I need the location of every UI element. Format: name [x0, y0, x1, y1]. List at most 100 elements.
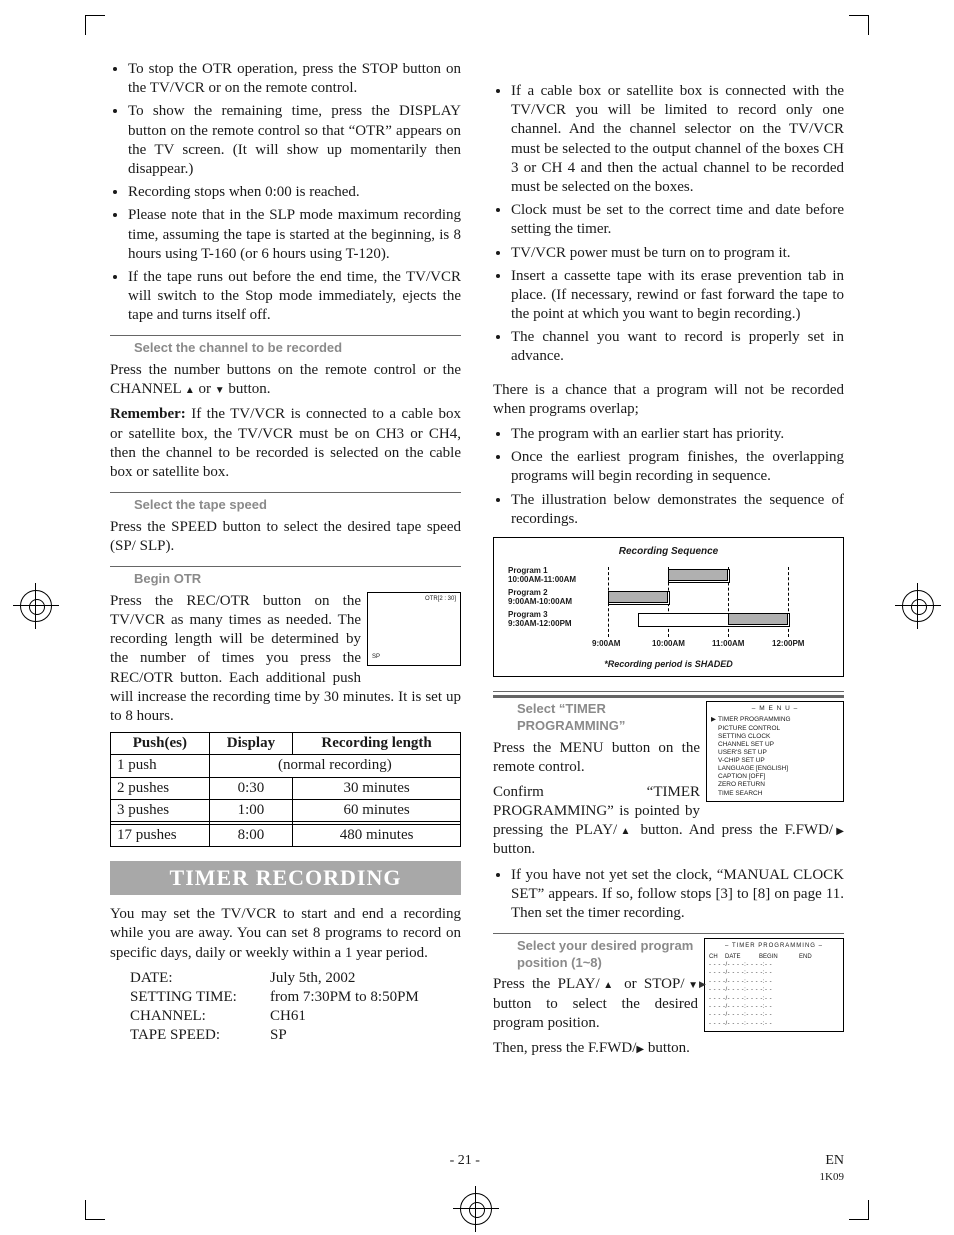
speed-instruction: Press the SPEED button to select the des… — [110, 518, 461, 556]
list-item: The channel you want to record is proper… — [511, 328, 844, 366]
axis-label: 11:00AM — [712, 639, 744, 649]
channel-remember: Remember: If the TV/VCR is connected to … — [110, 405, 461, 482]
registration-mark — [460, 1193, 492, 1225]
list-item: Recording stops when 0:00 is reached. — [128, 183, 461, 202]
timer-row: - - - -/- - - -:- - - -:- - — [709, 1011, 839, 1019]
overlap-intro: There is a chance that a program will no… — [493, 381, 844, 419]
timer-recording-banner: TIMER RECORDING — [110, 861, 461, 895]
timer-col: CH — [709, 953, 725, 961]
list-item: To stop the OTR operation, press the STO… — [128, 60, 461, 98]
prerequisites-list: If a cable box or satellite box is conne… — [493, 82, 844, 367]
right-column: If a cable box or satellite box is conne… — [493, 60, 844, 1064]
menu-item: ▶TIMER PROGRAMMING — [711, 716, 839, 724]
down-icon: ▼ — [685, 980, 699, 991]
timer-col: DATE — [725, 953, 759, 961]
table-header: Recording length — [293, 733, 461, 755]
clock-note-list: If you have not yet set the clock, “MANU… — [493, 866, 844, 924]
section-head-speed: Select the tape speed — [134, 497, 461, 514]
menu-item: CAPTION [OFF] — [711, 773, 839, 781]
timer-row: - - - -/- - - -:- - - -:- - — [709, 961, 839, 969]
list-item: To show the remaining time, press the DI… — [128, 102, 461, 179]
up-icon: ▲ — [600, 980, 617, 991]
timer-col: END — [799, 953, 829, 961]
push-table: Push(es)DisplayRecording length 1 push(n… — [110, 732, 461, 847]
up-icon: ▲ — [185, 385, 195, 396]
timer-intro: You may set the TV/VCR to start and end … — [110, 905, 461, 963]
table-header: Push(es) — [111, 733, 210, 755]
list-item: The program with an earlier start has pr… — [511, 425, 844, 444]
left-column: To stop the OTR operation, press the STO… — [110, 60, 461, 1064]
table-row: 2 pushes0:3030 minutes — [111, 777, 461, 799]
timer-row: - - - -/- - - -:- - - -:- -▶ — [709, 978, 839, 986]
chart-title: Recording Sequence — [504, 546, 833, 559]
axis-label: 12:00PM — [772, 639, 804, 649]
crop-mark — [85, 1190, 115, 1220]
axis-label: 10:00AM — [652, 639, 685, 649]
page-footer: - 21 - EN 1K09 — [0, 1153, 954, 1185]
list-item: The illustration below demonstrates the … — [511, 491, 844, 529]
ffwd-instruction: Then, press the F.FWD/▶ button. — [493, 1039, 844, 1058]
down-icon: ▼ — [215, 385, 225, 396]
lang-code: EN — [825, 1153, 844, 1168]
program-label: Program 110:00AM-11:00AM — [508, 567, 576, 585]
menu-item: LANGUAGE [ENGLISH] — [711, 765, 839, 773]
list-item: Clock must be set to the correct time an… — [511, 201, 844, 239]
clock-note: If you have not yet set the clock, “MANU… — [511, 866, 844, 924]
right-icon: ▶ — [833, 826, 844, 837]
list-item: TV/VCR power must be turn on to program … — [511, 244, 844, 263]
list-item: Insert a cassette tape with its erase pr… — [511, 267, 844, 325]
channel-instruction: Press the number buttons on the remote c… — [110, 361, 461, 399]
crop-mark — [839, 15, 869, 45]
up-icon: ▲ — [617, 826, 633, 837]
timer-row: - - - -/- - - -:- - - -:- - — [709, 969, 839, 977]
menu-title: – M E N U – — [711, 705, 839, 713]
timer-box-title: – TIMER PROGRAMMING – — [709, 942, 839, 950]
menu-item: SETTING CLOCK — [711, 733, 839, 741]
doc-code: 1K09 — [820, 1171, 844, 1183]
list-item: Once the earliest program finishes, the … — [511, 448, 844, 486]
crop-mark — [85, 15, 115, 45]
axis-label: 9:00AM — [592, 639, 620, 649]
timer-row: - - - -/- - - -:- - - -:- - — [709, 995, 839, 1003]
registration-mark — [902, 590, 934, 622]
bar-fill — [668, 569, 728, 581]
list-item: Please note that in the SLP mode maximum… — [128, 206, 461, 264]
menu-item: USER'S SET UP — [711, 749, 839, 757]
timer-col: BEGIN — [759, 953, 799, 961]
menu-item: PICTURE CONTROL — [711, 725, 839, 733]
registration-mark — [20, 590, 52, 622]
list-item: If the tape runs out before the end time… — [128, 268, 461, 326]
right-icon: ▶ — [636, 1044, 644, 1055]
timer-row: - - - -/- - - -:- - - -:- - — [709, 1003, 839, 1011]
otr-speed: SP — [372, 654, 380, 662]
overlap-list: The program with an earlier start has pr… — [493, 425, 844, 529]
bar-fill — [728, 613, 788, 625]
table-row: 1 push(normal recording) — [111, 755, 461, 777]
menu-item: V-CHIP SET UP — [711, 757, 839, 765]
section-head-otr: Begin OTR — [134, 571, 461, 588]
example-settings: DATE:July 5th, 2002 SETTING TIME:from 7:… — [130, 969, 461, 1046]
timer-row: - - - -/- - - -:- - - -:- - — [709, 1020, 839, 1028]
section-head-channel: Select the channel to be recorded — [134, 340, 461, 357]
menu-item: CHANNEL SET UP — [711, 741, 839, 749]
recording-sequence-chart: Recording Sequence 9:00AM 10:00AM 11:00AM 1… — [493, 537, 844, 677]
list-item: If a cable box or satellite box is conne… — [511, 82, 844, 197]
menu-item: ZERO RETURN — [711, 781, 839, 789]
program-label: Program 39:30AM-12:00PM — [508, 611, 572, 629]
otr-time: OTR[2 : 30] — [425, 596, 456, 604]
program-label: Program 29:00AM-10:00AM — [508, 589, 572, 607]
table-row: 17 pushes8:00480 minutes — [111, 824, 461, 846]
timer-row: - - - -/- - - -:- - - -:- - — [709, 986, 839, 994]
chart-note: *Recording period is SHADED — [504, 659, 833, 671]
table-header: Display — [209, 733, 292, 755]
menu-screen-box: – M E N U – ▶TIMER PROGRAMMINGPICTURE CO… — [706, 701, 844, 801]
table-row: 3 pushes1:0060 minutes — [111, 799, 461, 821]
bar-fill — [608, 591, 668, 603]
page-number: - 21 - — [450, 1153, 480, 1185]
crop-mark — [839, 1190, 869, 1220]
timer-programming-box: – TIMER PROGRAMMING – CHDATEBEGINEND - -… — [704, 938, 844, 1032]
otr-notes-list: To stop the OTR operation, press the STO… — [110, 60, 461, 325]
menu-item: TIME SEARCH — [711, 790, 839, 798]
page: To stop the OTR operation, press the STO… — [0, 0, 954, 1235]
otr-display-box: OTR[2 : 30] SP — [367, 592, 461, 666]
